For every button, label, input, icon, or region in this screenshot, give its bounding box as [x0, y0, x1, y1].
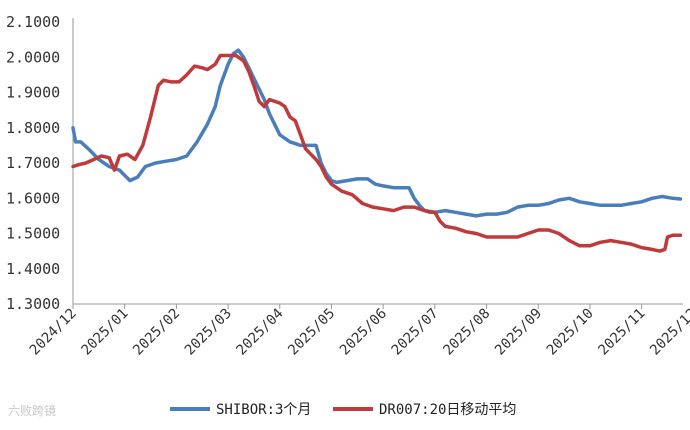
- y-tick-label: 1.6000: [6, 189, 60, 207]
- x-tick-label: 2025/03: [182, 306, 235, 359]
- y-tick-label: 1.5000: [6, 225, 60, 243]
- y-tick-label: 1.7000: [6, 154, 60, 172]
- series-line-shibor: [71, 48, 683, 218]
- x-tick-label: 2025/07: [389, 306, 442, 359]
- x-tick-label: 2025/01: [78, 306, 131, 359]
- y-tick-label: 1.8000: [6, 119, 60, 137]
- x-tick-label: 2024/12: [27, 306, 80, 359]
- x-tick-label: 2025/06: [337, 306, 390, 359]
- x-tick-label: 2025/04: [234, 306, 287, 359]
- y-tick-label: 2.1000: [6, 13, 60, 31]
- y-tick-label: 2.0000: [6, 48, 60, 66]
- watermark: 六败跨镜: [8, 404, 57, 418]
- legend-label: DR007:20日移动平均: [379, 402, 516, 418]
- y-tick-label: 1.3000: [6, 295, 60, 313]
- x-tick-label: 2025/08: [440, 306, 493, 359]
- x-tick-label: 2025/12: [647, 306, 690, 359]
- y-tick-label: 1.9000: [6, 84, 60, 102]
- y-tick-label: 1.4000: [6, 260, 60, 278]
- series-line-dr007: [71, 53, 683, 253]
- x-tick-label: 2025/10: [544, 306, 597, 359]
- x-tick-label: 2025/09: [492, 306, 545, 359]
- x-tick-label: 2025/11: [595, 306, 648, 359]
- x-tick-label: 2025/02: [130, 306, 183, 359]
- x-tick-label: 2025/05: [285, 306, 338, 359]
- legend-label: SHIBOR:3个月: [216, 402, 311, 418]
